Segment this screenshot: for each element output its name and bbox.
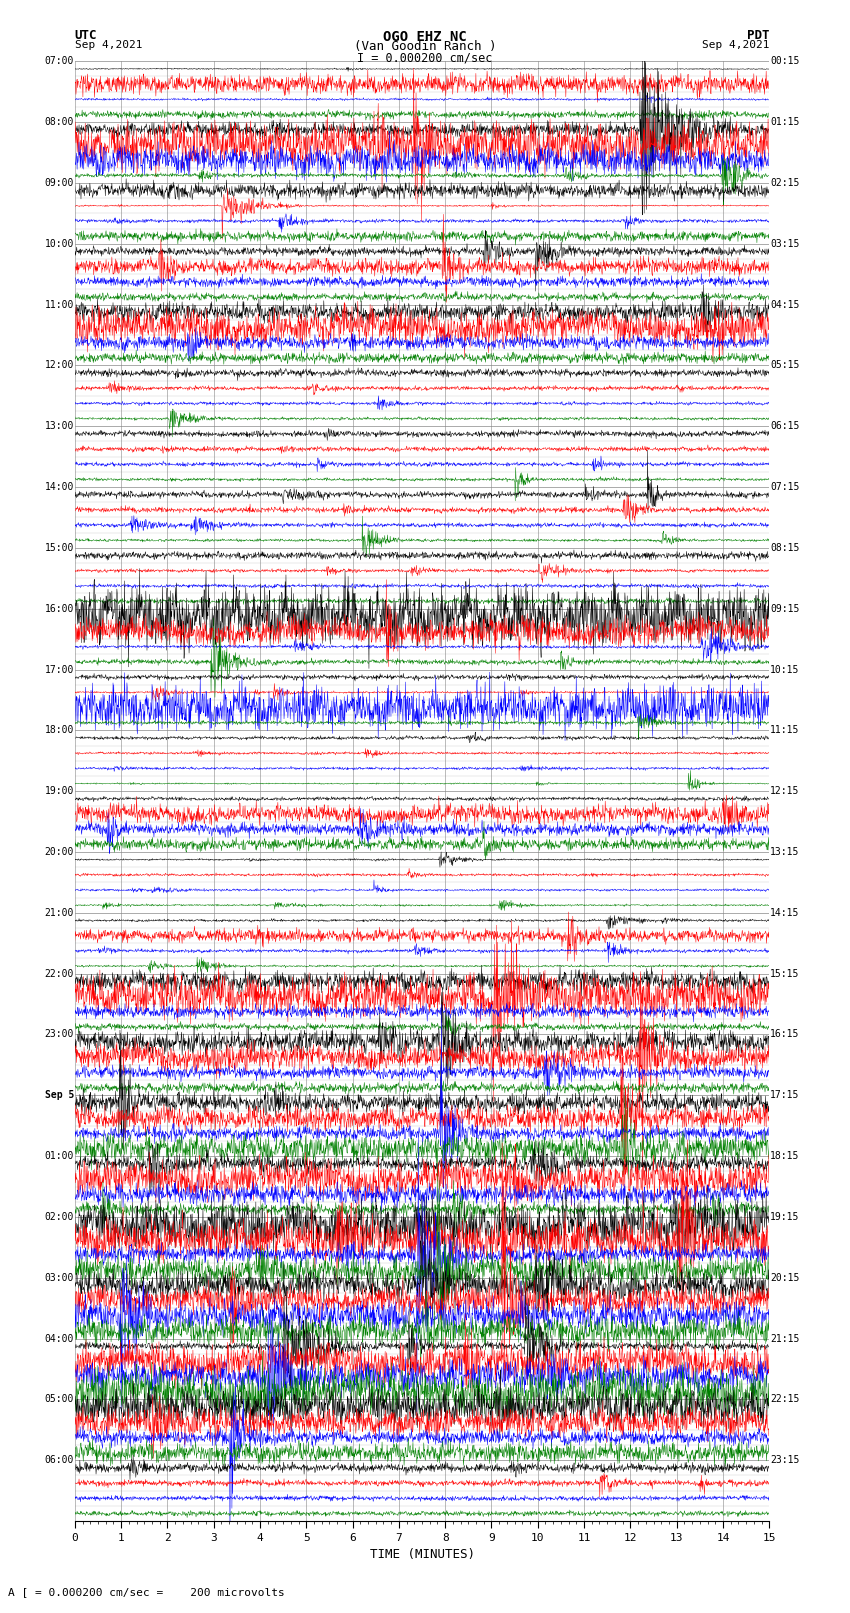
Text: 07:15: 07:15: [770, 482, 799, 492]
Text: 09:00: 09:00: [45, 177, 74, 189]
Text: 19:15: 19:15: [770, 1211, 799, 1223]
Text: 02:00: 02:00: [45, 1211, 74, 1223]
Text: 16:00: 16:00: [45, 603, 74, 613]
Text: 04:15: 04:15: [770, 300, 799, 310]
Text: 02:15: 02:15: [770, 177, 799, 189]
Text: 08:15: 08:15: [770, 544, 799, 553]
Text: Sep 5: Sep 5: [45, 1090, 74, 1100]
Text: 13:00: 13:00: [45, 421, 74, 431]
Text: PDT: PDT: [747, 29, 769, 42]
Text: 11:00: 11:00: [45, 300, 74, 310]
Text: 07:00: 07:00: [45, 56, 74, 66]
Text: 13:15: 13:15: [770, 847, 799, 857]
Text: 04:00: 04:00: [45, 1334, 74, 1344]
Text: 03:00: 03:00: [45, 1273, 74, 1282]
Text: 22:15: 22:15: [770, 1394, 799, 1405]
Text: Sep 4,2021: Sep 4,2021: [702, 40, 769, 50]
Text: 00:15: 00:15: [770, 56, 799, 66]
Text: 18:15: 18:15: [770, 1152, 799, 1161]
Text: 21:00: 21:00: [45, 908, 74, 918]
Text: 17:00: 17:00: [45, 665, 74, 674]
Text: 01:00: 01:00: [45, 1152, 74, 1161]
Text: 18:00: 18:00: [45, 726, 74, 736]
Text: 17:15: 17:15: [770, 1090, 799, 1100]
Text: 19:00: 19:00: [45, 786, 74, 797]
Text: Sep 4,2021: Sep 4,2021: [75, 40, 142, 50]
Text: 05:00: 05:00: [45, 1394, 74, 1405]
Text: 10:15: 10:15: [770, 665, 799, 674]
Text: 20:00: 20:00: [45, 847, 74, 857]
Text: 21:15: 21:15: [770, 1334, 799, 1344]
Text: 15:00: 15:00: [45, 544, 74, 553]
Text: 09:15: 09:15: [770, 603, 799, 613]
Text: 23:00: 23:00: [45, 1029, 74, 1039]
Text: OGO EHZ NC: OGO EHZ NC: [383, 31, 467, 44]
Text: 16:15: 16:15: [770, 1029, 799, 1039]
X-axis label: TIME (MINUTES): TIME (MINUTES): [370, 1548, 474, 1561]
Text: 06:00: 06:00: [45, 1455, 74, 1465]
Text: 14:00: 14:00: [45, 482, 74, 492]
Text: 03:15: 03:15: [770, 239, 799, 248]
Text: 06:15: 06:15: [770, 421, 799, 431]
Text: 14:15: 14:15: [770, 908, 799, 918]
Text: 20:15: 20:15: [770, 1273, 799, 1282]
Text: 08:00: 08:00: [45, 118, 74, 127]
Text: 01:15: 01:15: [770, 118, 799, 127]
Text: 11:15: 11:15: [770, 726, 799, 736]
Text: A [ = 0.000200 cm/sec =    200 microvolts: A [ = 0.000200 cm/sec = 200 microvolts: [8, 1587, 286, 1597]
Text: 05:15: 05:15: [770, 360, 799, 371]
Text: I = 0.000200 cm/sec: I = 0.000200 cm/sec: [357, 52, 493, 65]
Text: 23:15: 23:15: [770, 1455, 799, 1465]
Text: 12:15: 12:15: [770, 786, 799, 797]
Text: 15:15: 15:15: [770, 969, 799, 979]
Text: 12:00: 12:00: [45, 360, 74, 371]
Text: 22:00: 22:00: [45, 969, 74, 979]
Text: 10:00: 10:00: [45, 239, 74, 248]
Text: UTC: UTC: [75, 29, 97, 42]
Text: (Van Goodin Ranch ): (Van Goodin Ranch ): [354, 40, 496, 53]
